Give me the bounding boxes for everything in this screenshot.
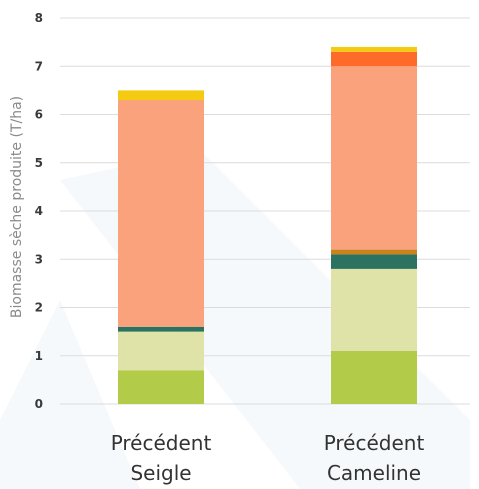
bar-segment-c0-s2 bbox=[118, 326, 204, 332]
y-tick-1: 1 bbox=[35, 349, 43, 363]
category-label-0-line-1: Seigle bbox=[130, 461, 191, 485]
x-axis-categories: Précédent Seigle Précédent Cameline bbox=[111, 431, 425, 485]
bar-segment-c1-s0 bbox=[331, 350, 417, 404]
y-tick-6: 6 bbox=[35, 108, 43, 122]
y-axis-ticks: 0 1 2 3 4 5 6 7 8 bbox=[35, 11, 43, 411]
y-tick-5: 5 bbox=[35, 156, 43, 170]
y-tick-2: 2 bbox=[35, 301, 43, 315]
bar-segment-c1-s1 bbox=[331, 268, 417, 351]
y-tick-0: 0 bbox=[35, 397, 43, 411]
bar-segment-c1-s5 bbox=[331, 51, 417, 67]
bar-segment-c0-s6 bbox=[118, 90, 204, 101]
bar-segment-c1-s6 bbox=[331, 46, 417, 52]
y-tick-4: 4 bbox=[35, 204, 43, 218]
category-label-0-line-0: Précédent bbox=[111, 431, 212, 455]
bar-segment-c1-s3 bbox=[331, 249, 417, 255]
category-label-1-line-0: Précédent bbox=[324, 431, 425, 455]
bar-segment-c0-s4 bbox=[118, 100, 204, 327]
bar-segment-c1-s4 bbox=[331, 66, 417, 250]
bar-segment-c0-s0 bbox=[118, 370, 204, 404]
watermark-shape-left bbox=[0, 300, 140, 489]
y-tick-8: 8 bbox=[35, 11, 43, 25]
y-axis-label: Biomasse sèche produite (T/ha) bbox=[9, 96, 25, 318]
y-tick-7: 7 bbox=[35, 59, 43, 73]
bars bbox=[118, 46, 417, 404]
category-label-1-line-1: Cameline bbox=[327, 461, 421, 485]
bar-segment-c1-s2 bbox=[331, 254, 417, 269]
bar-segment-c0-s1 bbox=[118, 331, 204, 371]
y-tick-3: 3 bbox=[35, 252, 43, 266]
